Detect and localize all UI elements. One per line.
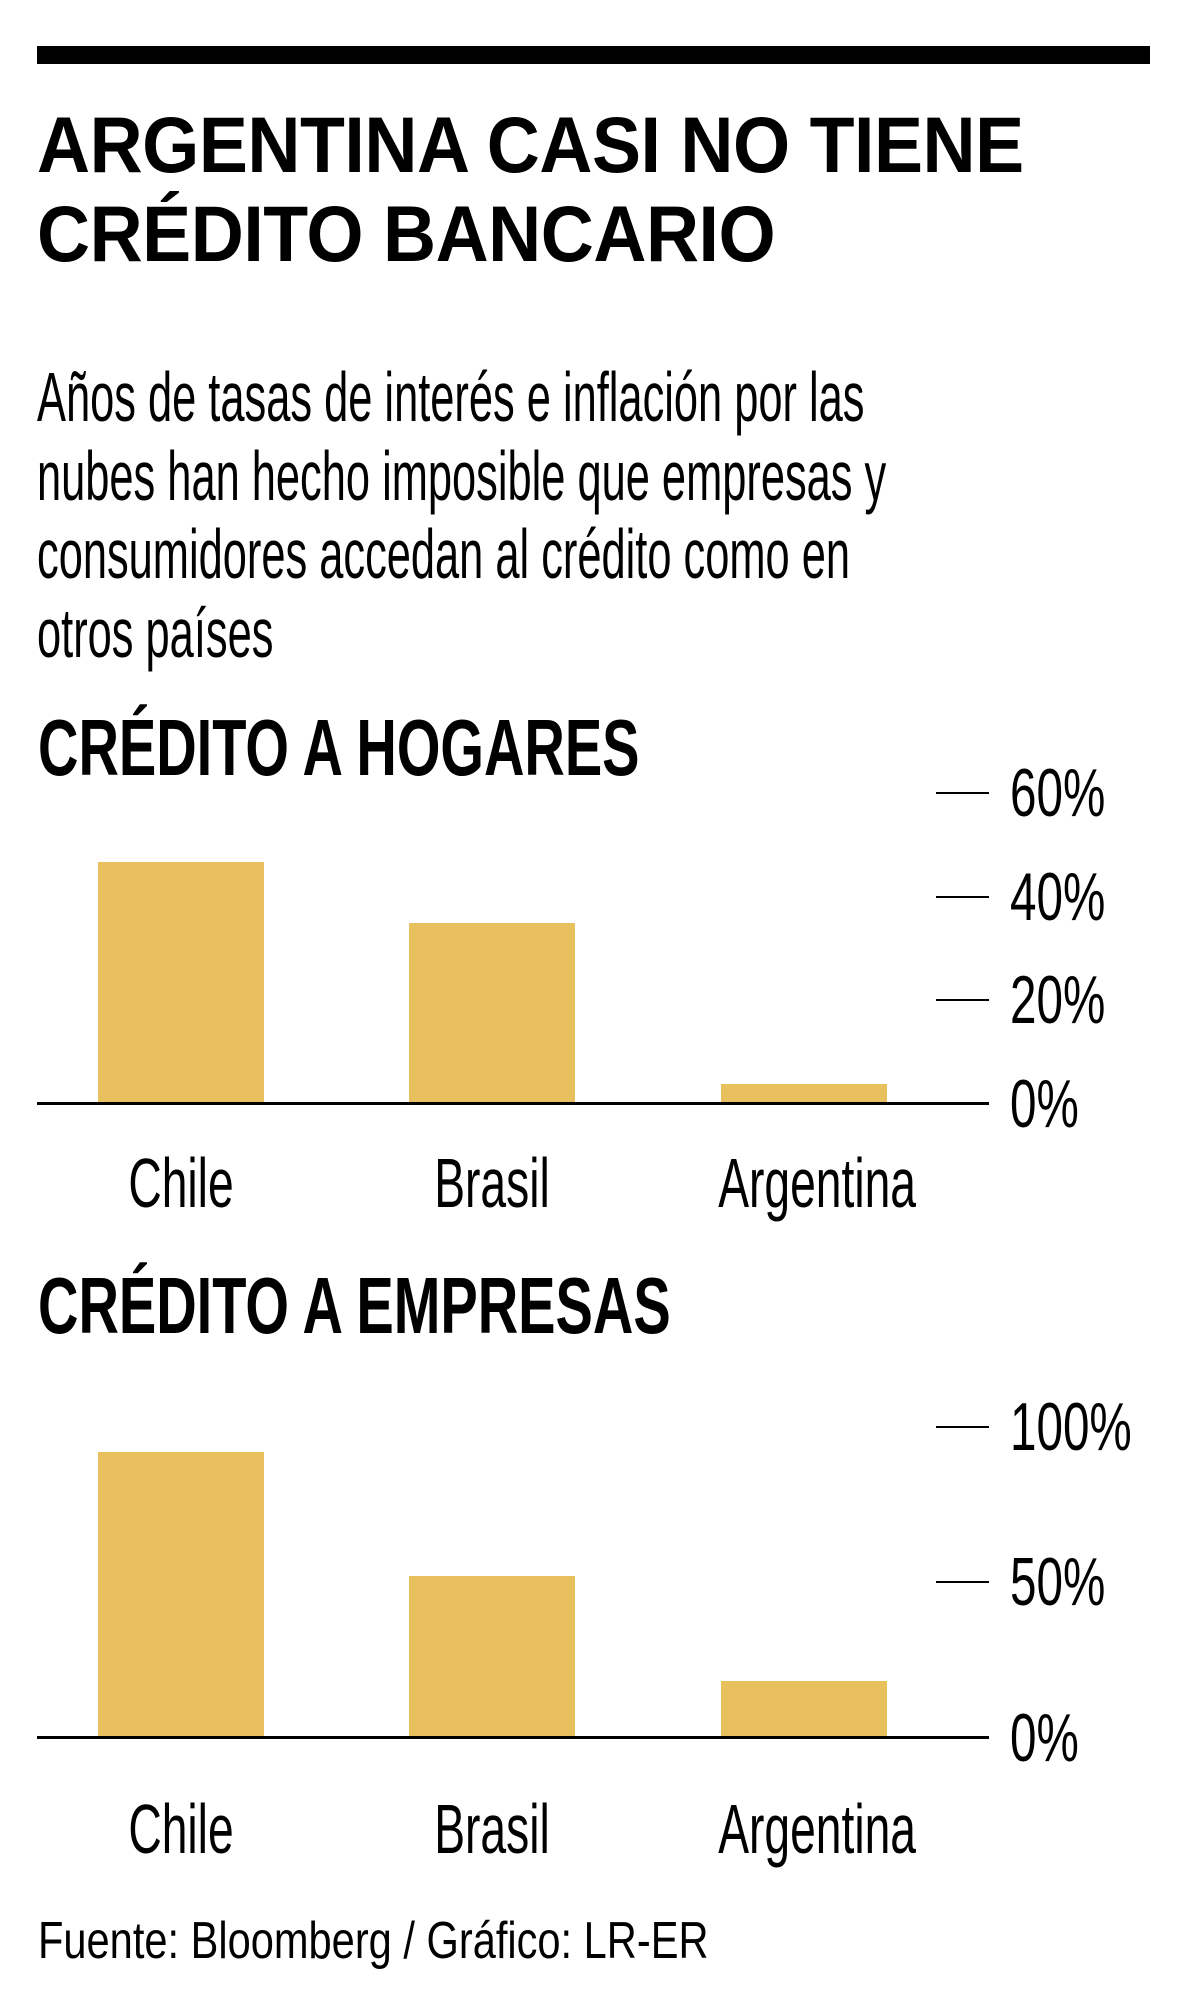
y-tick-label-60: 60% xyxy=(1010,755,1106,831)
y-tick-100 xyxy=(936,1426,989,1428)
subtitle-line-4: otros países xyxy=(37,593,274,672)
x-axis-baseline xyxy=(37,1736,989,1739)
subtitle-line-1: Años de tasas de interés e inflación por… xyxy=(37,358,865,436)
top-rule xyxy=(37,46,1150,64)
bar-brasil-hogares xyxy=(409,923,575,1103)
y-tick-label-0: 0% xyxy=(1010,1066,1079,1142)
subtitle: Años de tasas de interés e inflación por… xyxy=(37,358,887,672)
chart-empresas: CRÉDITO A EMPRESAS 100% 50% 0% Chile Bra… xyxy=(37,1261,1132,1868)
headline-line-1: ARGENTINA CASI NO TIENE xyxy=(37,100,1024,189)
y-tick-label-20: 20% xyxy=(1010,962,1106,1038)
bar-brasil-empresas xyxy=(409,1576,575,1738)
chart-title-empresas: CRÉDITO A EMPRESAS xyxy=(38,1261,671,1350)
bar-argentina-hogares xyxy=(721,1084,887,1103)
headline-line-2: CRÉDITO BANCARIO xyxy=(37,189,776,278)
x-label-chile: Chile xyxy=(128,1144,234,1222)
subtitle-line-3: consumidores accedan al crédito como en xyxy=(37,515,850,593)
subtitle-line-2: nubes han hecho imposible que empresas y xyxy=(37,436,887,515)
x-axis-baseline xyxy=(37,1102,989,1105)
x-label-argentina: Argentina xyxy=(718,1790,916,1868)
x-label-chile: Chile xyxy=(128,1790,234,1868)
x-label-brasil: Brasil xyxy=(434,1790,550,1868)
y-tick-40 xyxy=(936,896,989,898)
x-label-brasil: Brasil xyxy=(434,1144,550,1222)
headline: ARGENTINA CASI NO TIENE CRÉDITO BANCARIO xyxy=(37,100,1024,278)
x-label-argentina: Argentina xyxy=(718,1144,916,1222)
y-tick-60 xyxy=(936,792,989,794)
y-tick-label-40: 40% xyxy=(1010,859,1106,935)
y-tick-label-100: 100% xyxy=(1010,1389,1132,1465)
y-tick-50 xyxy=(936,1581,989,1583)
bar-chile-hogares xyxy=(98,862,264,1103)
chart-title-hogares: CRÉDITO A HOGARES xyxy=(38,703,640,792)
source-credit: Fuente: Bloomberg / Gráfico: LR-ER xyxy=(38,1912,709,1970)
bar-chile-empresas xyxy=(98,1452,264,1738)
chart-hogares: CRÉDITO A HOGARES 60% 40% 20% 0% Chile B… xyxy=(37,703,1106,1222)
y-tick-label-0: 0% xyxy=(1010,1700,1079,1776)
bar-argentina-empresas xyxy=(721,1681,887,1738)
y-tick-label-50: 50% xyxy=(1010,1544,1106,1620)
y-tick-20 xyxy=(936,999,989,1001)
